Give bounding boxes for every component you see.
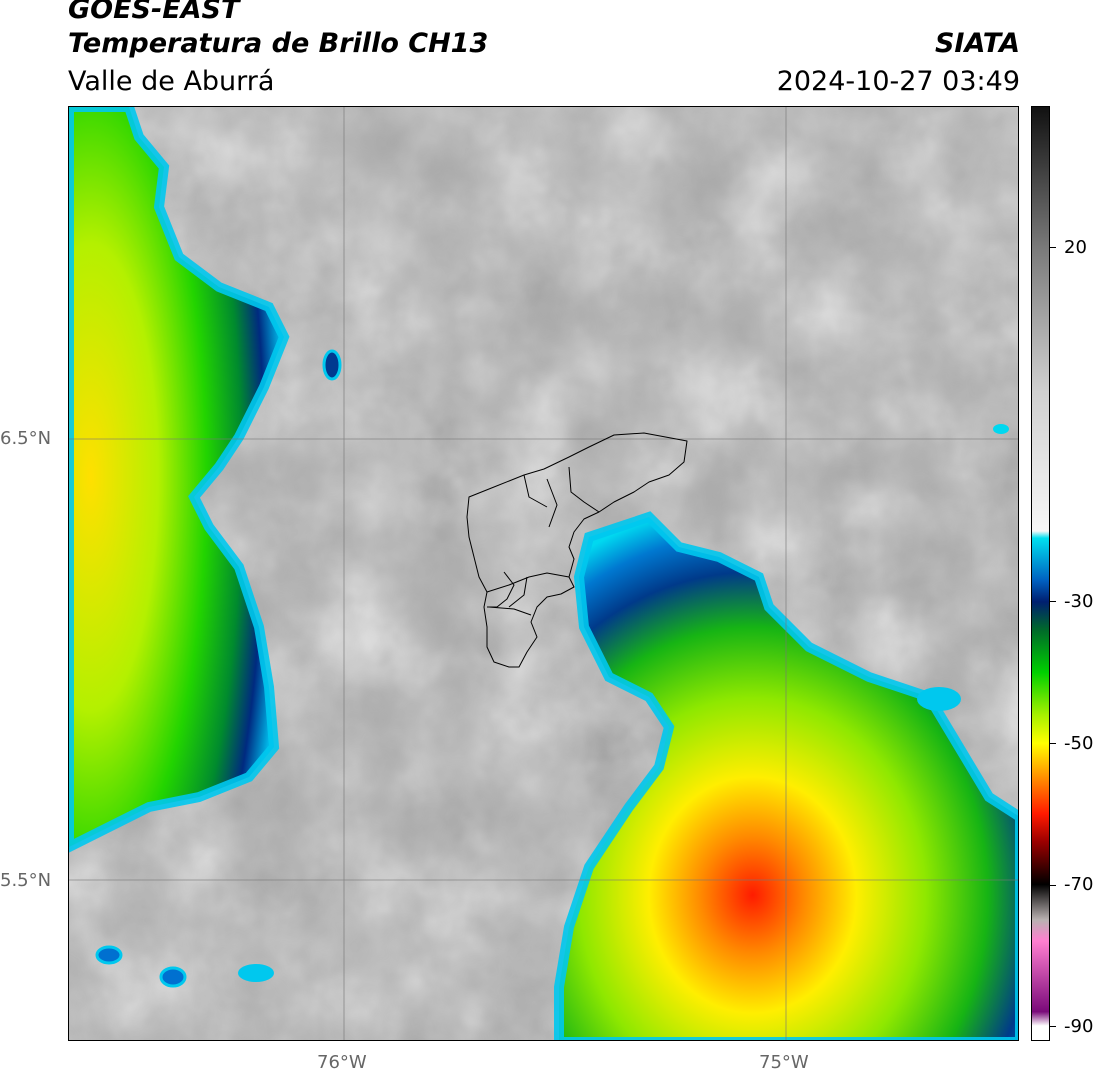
satellite-map [68, 106, 1019, 1041]
source-label: SIATA [934, 28, 1020, 59]
lon-label-76: 76°W [317, 1052, 367, 1073]
region-subtitle: Valle de Aburrá [68, 66, 275, 97]
colorbar-tick [1050, 247, 1056, 249]
colorbar-tick [1050, 884, 1056, 886]
colorbar-tick-label: -50 [1064, 732, 1094, 754]
colorbar [1031, 106, 1050, 1041]
colorbar-tick-label: -70 [1064, 874, 1094, 896]
colorbar-tick [1050, 1026, 1056, 1028]
municipal-boundaries [466, 432, 688, 668]
datetime-label: 2024-10-27 03:49 [776, 66, 1020, 97]
product-title: Temperatura de Brillo CH13 [68, 28, 489, 59]
satellite-title: GOES-EAST [68, 0, 240, 25]
colorbar-tick-label: -30 [1064, 590, 1094, 612]
colorbar-tick [1050, 743, 1056, 744]
lon-label-75: 75°W [759, 1052, 809, 1073]
colorbar-tick-label: 20 [1064, 236, 1087, 258]
graticule [69, 107, 1018, 1040]
colorbar-tick [1050, 601, 1056, 603]
lat-label-5-5: 5.5°N [0, 870, 52, 891]
brightness-temperature-field [69, 107, 1018, 1040]
colorbar-tick-label: -90 [1064, 1015, 1094, 1037]
lat-label-6-5: 6.5°N [0, 428, 52, 449]
